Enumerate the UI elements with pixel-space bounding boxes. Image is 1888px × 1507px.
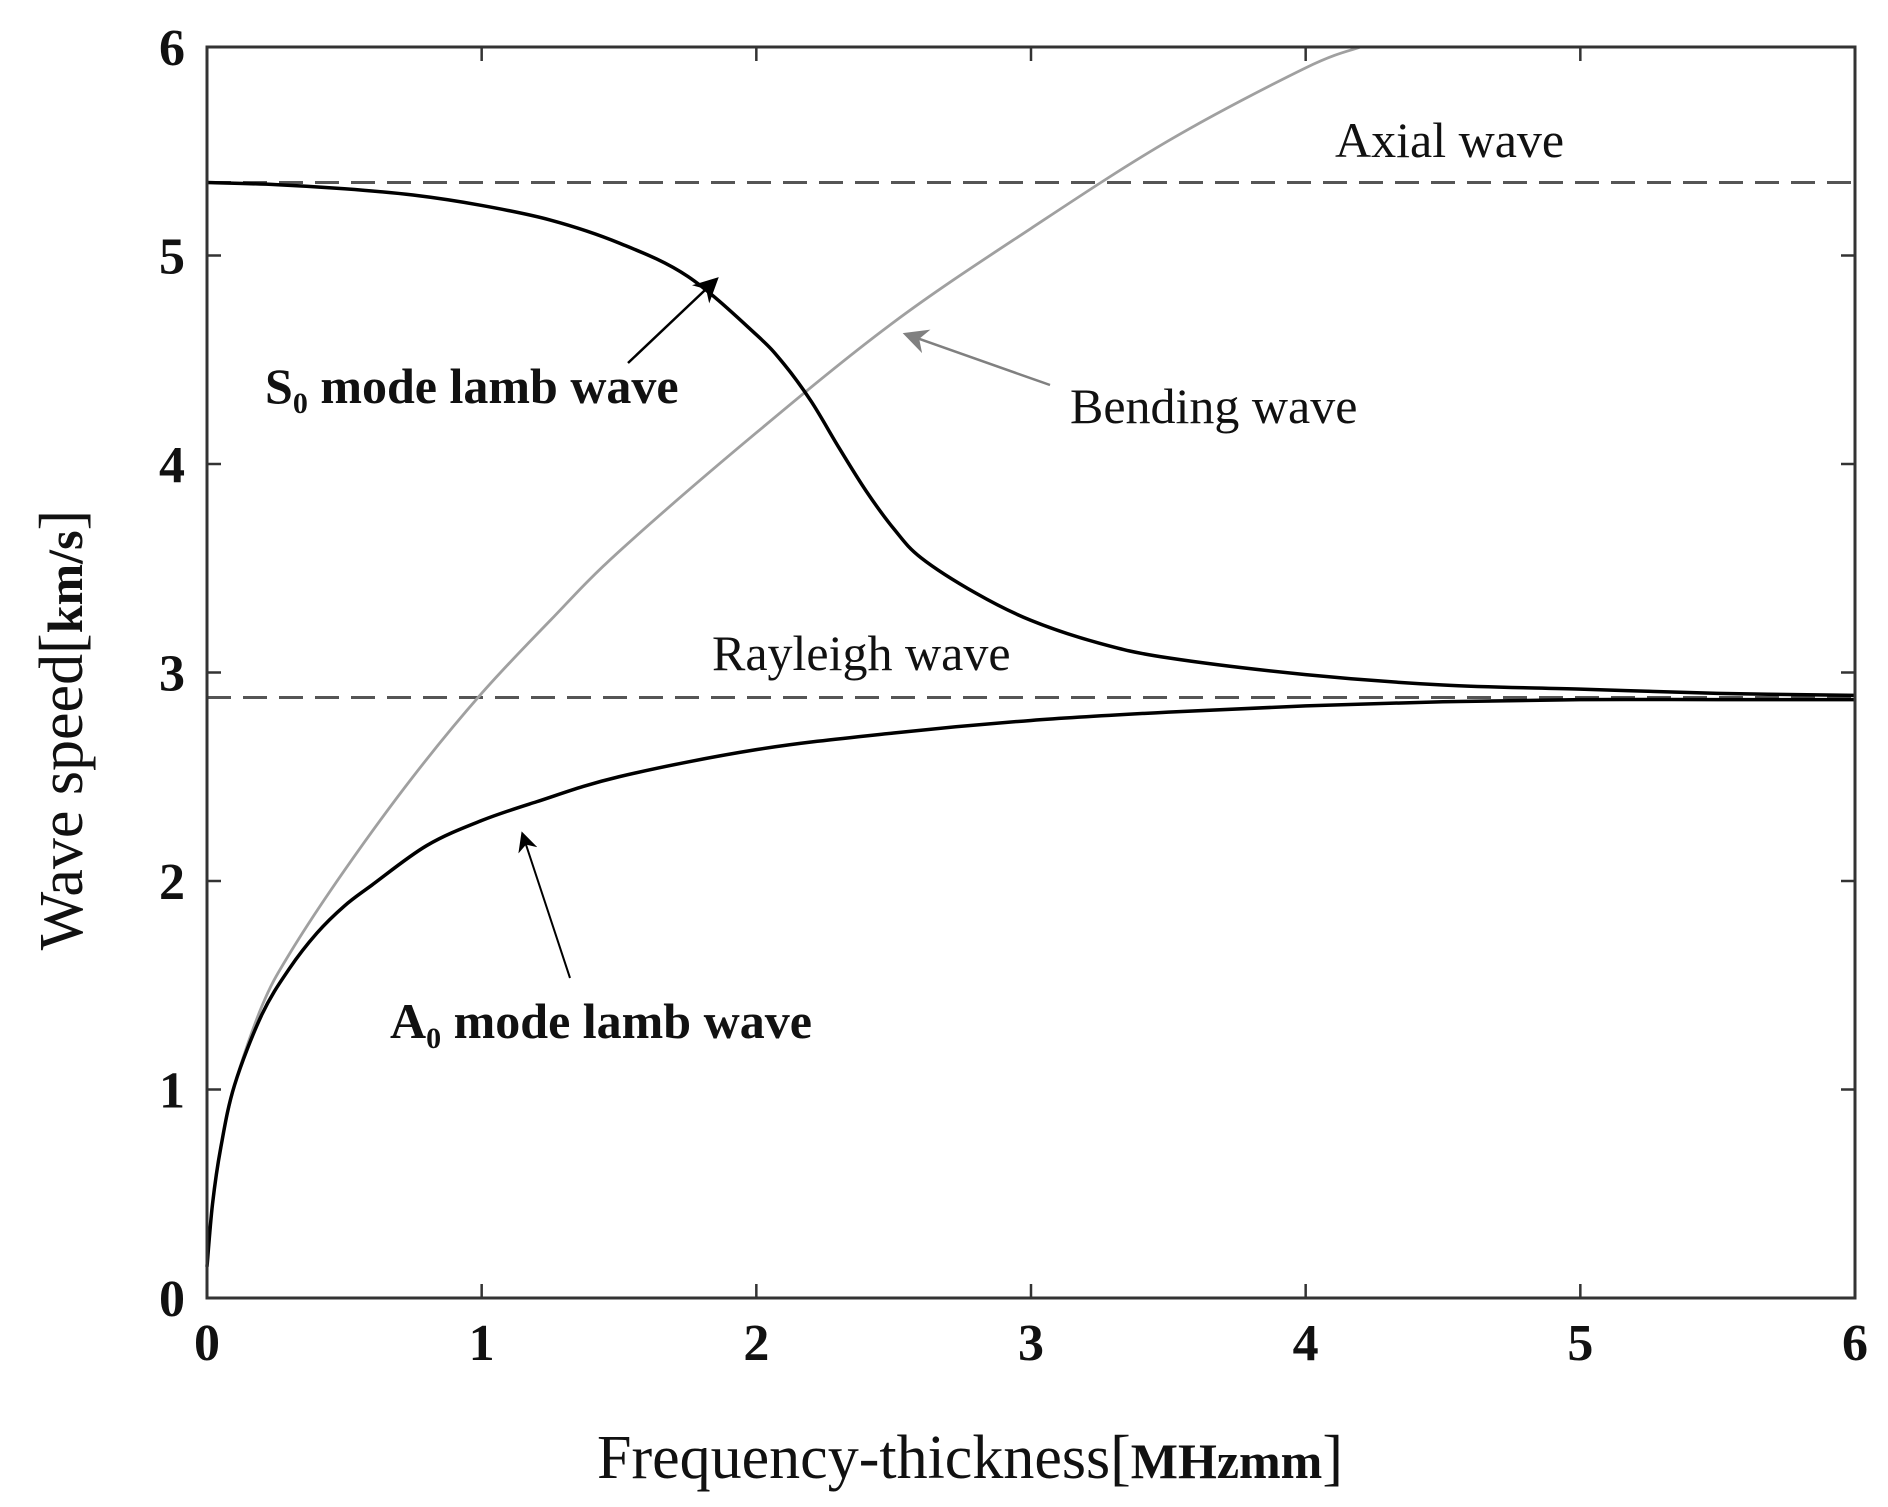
- series-layer: [205, 45, 1856, 1267]
- rayleigh-annotation-label: Rayleigh wave: [712, 625, 1011, 681]
- x-axis-title-main: Frequency-thickness: [597, 1424, 1110, 1492]
- x-tick-label-5: 5: [1567, 1315, 1593, 1372]
- x-tick-label-0: 0: [194, 1315, 220, 1372]
- x-axis-title-bracket-open: [: [1110, 1424, 1131, 1492]
- x-tick-label-3: 3: [1018, 1315, 1044, 1372]
- x-axis-title: Frequency-thickness[MHzmm]: [597, 1424, 1343, 1492]
- x-tick-label-4: 4: [1293, 1315, 1319, 1372]
- y-tick-label-6: 6: [159, 20, 185, 77]
- x-tick-label-6: 6: [1842, 1315, 1868, 1372]
- y-axis-title: Wave speed[km/s]: [28, 510, 96, 950]
- x-tick-label-2: 2: [743, 1315, 769, 1372]
- y-tick-label-1: 1: [159, 1063, 185, 1120]
- s0-text: mode lamb wave: [308, 358, 679, 414]
- a0-annotation-label: A0 mode lamb wave: [390, 993, 812, 1055]
- y-tick-label-4: 4: [159, 437, 185, 494]
- tick-layer: [205, 45, 1857, 1300]
- x-tick-labels: 0 1 2 3 4 5 6: [194, 1315, 1868, 1372]
- series-s0-mode-lamb-wave: [206, 180, 1856, 698]
- bending-annotation-arrow: [902, 329, 1051, 387]
- annotations: S0 mode lamb wave A0 mode lamb wave Bend…: [265, 112, 1564, 1055]
- y-tick-labels: 0 1 2 3 4 5 6: [159, 20, 185, 1328]
- bending-annotation-label: Bending wave: [1070, 378, 1357, 434]
- y-axis-title-bracket-close: ]: [28, 510, 96, 531]
- axial-annotation-label: Axial wave: [1335, 112, 1564, 168]
- y-tick-label-0: 0: [159, 1271, 185, 1328]
- s0-subscript: 0: [293, 387, 308, 420]
- y-tick-label-2: 2: [159, 854, 185, 911]
- y-axis-title-bracket-open: [: [28, 633, 96, 654]
- a0-subscript: 0: [426, 1022, 441, 1055]
- s0-letter: S: [265, 358, 293, 414]
- y-axis-title-main: Wave speed: [28, 654, 96, 950]
- a0-annotation-arrow: [518, 831, 571, 979]
- plot-frame: [205, 45, 1857, 1300]
- series-a0-mode-lamb-wave: [205, 697, 1855, 1267]
- a0-text: mode lamb wave: [441, 993, 812, 1049]
- y-tick-label-3: 3: [159, 646, 185, 703]
- a0-letter: A: [390, 993, 426, 1049]
- s0-annotation-label: S0 mode lamb wave: [265, 358, 679, 420]
- x-axis-title-unit: MHzmm: [1131, 1433, 1323, 1489]
- y-axis-title-unit: km/s: [37, 530, 93, 633]
- x-axis-title-bracket-close: ]: [1322, 1424, 1343, 1492]
- x-tick-label-1: 1: [469, 1315, 495, 1372]
- s0-annotation-arrow: [627, 277, 719, 364]
- y-tick-label-5: 5: [159, 229, 185, 286]
